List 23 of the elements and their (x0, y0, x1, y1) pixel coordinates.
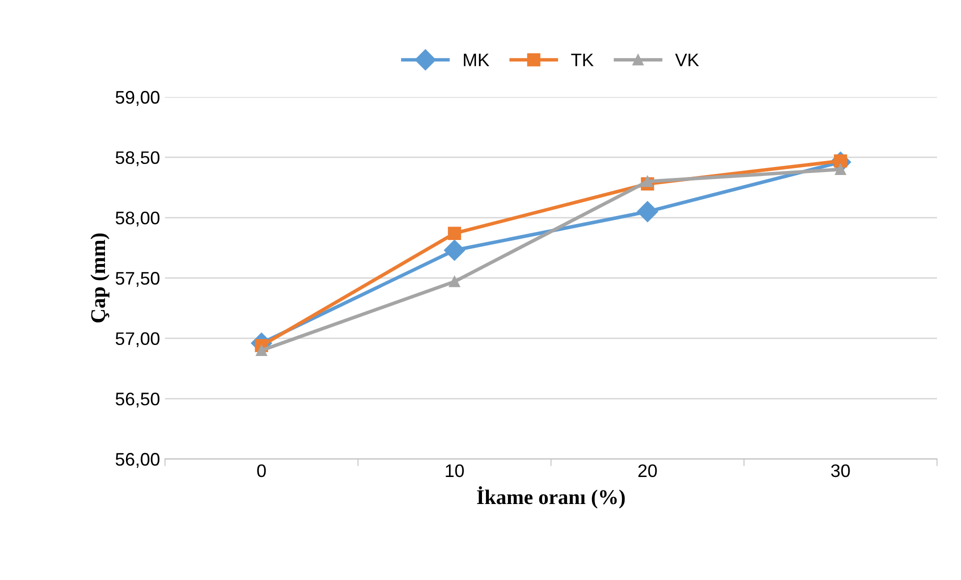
point (834, 164, 846, 175)
x-tick-label: 10 (446, 464, 464, 478)
point (256, 344, 268, 356)
x-tick-label: 0 (257, 464, 266, 478)
y-tick-label: 58,50 (116, 151, 160, 166)
x-tick-label: 30 (831, 464, 850, 478)
legend-label: MK (464, 54, 490, 66)
y-tick-label: 57,50 (116, 272, 160, 287)
legend-label: VK (675, 54, 699, 66)
y-tick-label: 58,00 (116, 212, 160, 227)
point (636, 201, 658, 222)
point (642, 176, 654, 188)
point (448, 276, 460, 288)
x-axis-title: İkame oranı (%) (477, 486, 625, 508)
point (444, 240, 466, 261)
x-tick-label: 20 (638, 464, 657, 478)
y-tick-label: 56,50 (116, 392, 160, 408)
y-tick-label: 57,00 (116, 332, 160, 348)
y-tick-label: 59,00 (116, 90, 160, 106)
point (448, 226, 462, 240)
y-tick-label: 56,00 (116, 452, 160, 468)
y-axis-title: Çap (mm) (90, 233, 110, 322)
legend-label: TK (571, 54, 594, 66)
